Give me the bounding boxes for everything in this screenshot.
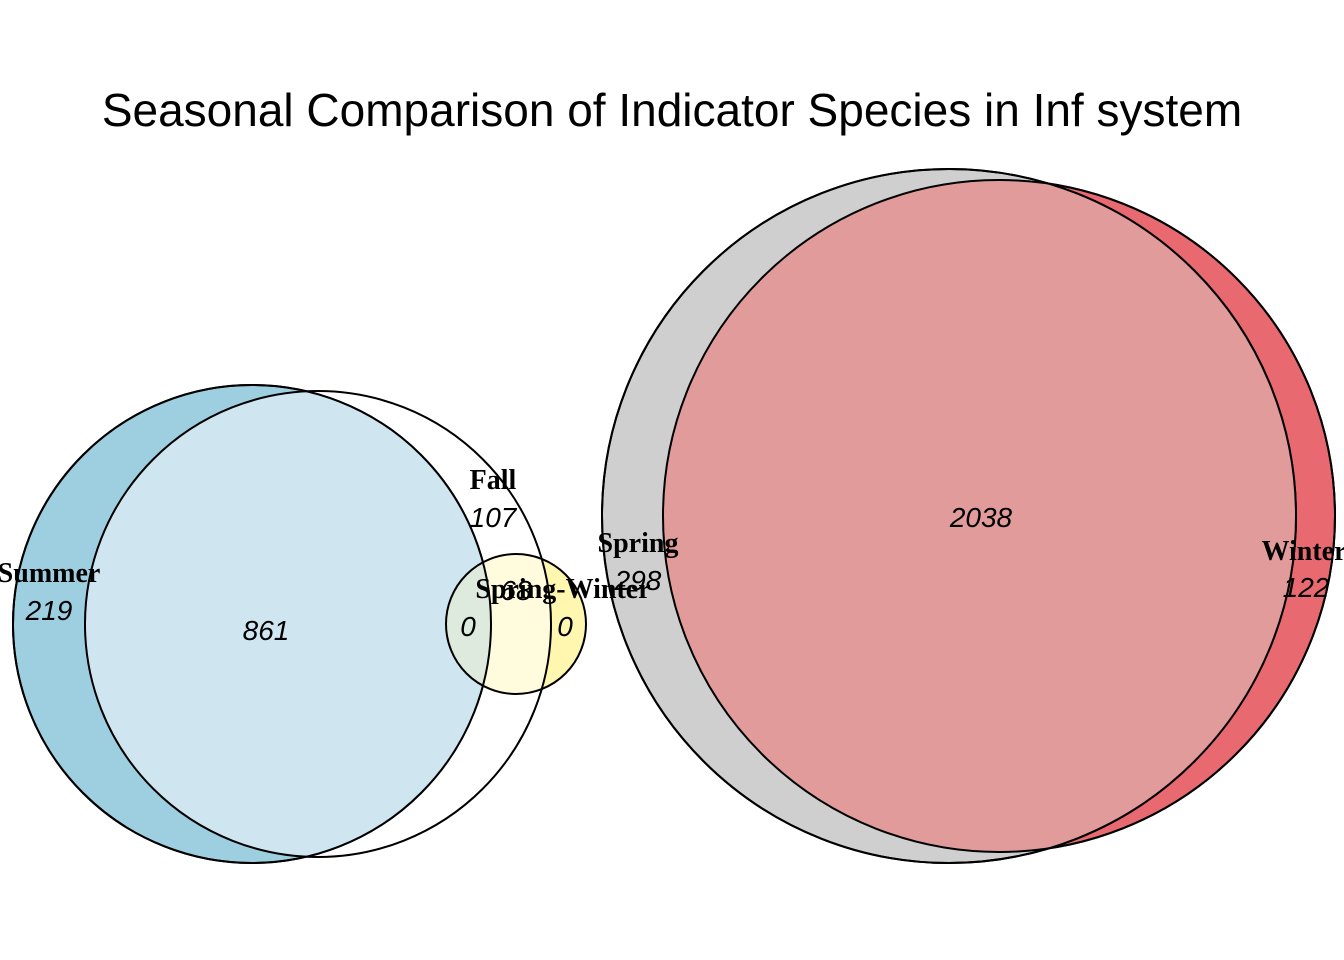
count-summer-fall-spring-winter: 0 [460, 611, 476, 642]
set-outline-fall [84, 390, 552, 858]
count-summer-only: 219 [25, 595, 73, 626]
set-outline-summer [12, 384, 492, 864]
set-outline-spring [601, 168, 1297, 864]
set-label-spring: Spring [598, 528, 679, 559]
set-label-summer: Summer [0, 558, 100, 589]
set-label-fall: Fall [470, 465, 517, 496]
spring-winter-overlap [663, 180, 1296, 852]
chart-title: Seasonal Comparison of Indicator Species… [102, 84, 1242, 136]
set-outline-spring-winter [445, 553, 587, 695]
count-fall-spring-winter: 68 [500, 575, 532, 606]
count-spring-only: 298 [614, 565, 662, 596]
count-summer-fall: 861 [243, 615, 290, 646]
set-circle-summer-fall-overlap [85, 391, 491, 857]
set-label-spring-winter: Spring-Winter [475, 574, 650, 605]
set-outline-winter [662, 179, 1336, 853]
set-label-winter: Winter [1261, 536, 1344, 567]
count-spring-winter-only: 0 [557, 611, 573, 642]
count-fall-only: 107 [470, 502, 518, 533]
triple-overlap [446, 554, 491, 694]
count-winter-only: 122 [1283, 572, 1330, 603]
count-spring-winter-overlap: 2038 [949, 502, 1013, 533]
